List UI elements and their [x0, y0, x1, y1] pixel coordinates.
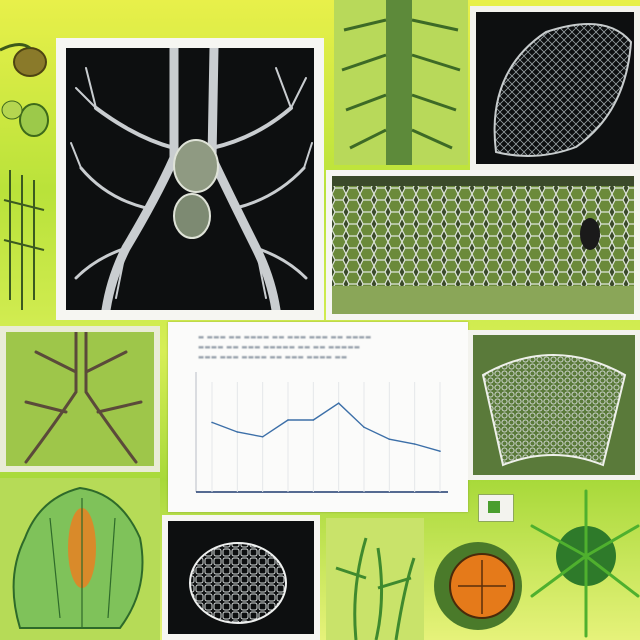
green-swatch	[488, 501, 500, 513]
series-line	[211, 402, 441, 452]
chart-caption-blur: ▬ ▬▬▬ ▬▬ ▬▬▬▬ ▬▬ ▬▬▬ ▬▬▬ ▬▬ ▬▬▬▬ ▬▬▬▬ ▬▬ …	[198, 333, 372, 361]
left-plant-icons	[0, 43, 49, 310]
green-swatch-box	[478, 494, 514, 522]
skeletal-cell-tile	[162, 515, 320, 640]
green-bronchi-tile	[0, 326, 160, 472]
lattice-tile	[326, 170, 640, 320]
lung-tile	[56, 38, 324, 320]
mesh-shell-tile	[468, 330, 640, 480]
bronchi-illustration	[66, 48, 314, 310]
hand-leaf-tile	[0, 478, 160, 640]
chart-panel: ▬ ▬▬▬ ▬▬ ▬▬▬▬ ▬▬ ▬▬▬ ▬▬▬ ▬▬ ▬▬▬▬ ▬▬▬▬ ▬▬ …	[168, 322, 468, 512]
data-point	[236, 431, 239, 433]
data-point	[388, 438, 391, 440]
cell-illustration	[168, 521, 314, 634]
algae-illustration	[335, 537, 416, 640]
shell-illustration	[473, 335, 635, 475]
branch-illustration	[6, 332, 154, 466]
line-chart	[195, 372, 448, 493]
mesh-illustration	[476, 12, 634, 164]
leaf-illustration	[341, 0, 461, 165]
hand-leaf-illustration	[12, 486, 144, 629]
left-strip	[0, 0, 56, 320]
seaweed-tile	[326, 518, 424, 640]
data-point	[312, 419, 315, 421]
data-point	[363, 426, 365, 428]
data-point	[337, 402, 340, 404]
spiky-plant-tile	[528, 486, 640, 640]
sphere-illustration	[434, 542, 522, 630]
fern-tile	[334, 0, 468, 165]
lattice-illustration	[332, 176, 634, 314]
spiky-illustration	[530, 489, 640, 638]
data-point	[413, 443, 416, 445]
data-point	[439, 450, 441, 452]
mesh-leaf-tile	[470, 6, 640, 170]
data-point	[287, 419, 289, 421]
data-point	[261, 436, 264, 438]
data-point	[211, 421, 213, 424]
orange-sphere-tile	[428, 530, 528, 640]
